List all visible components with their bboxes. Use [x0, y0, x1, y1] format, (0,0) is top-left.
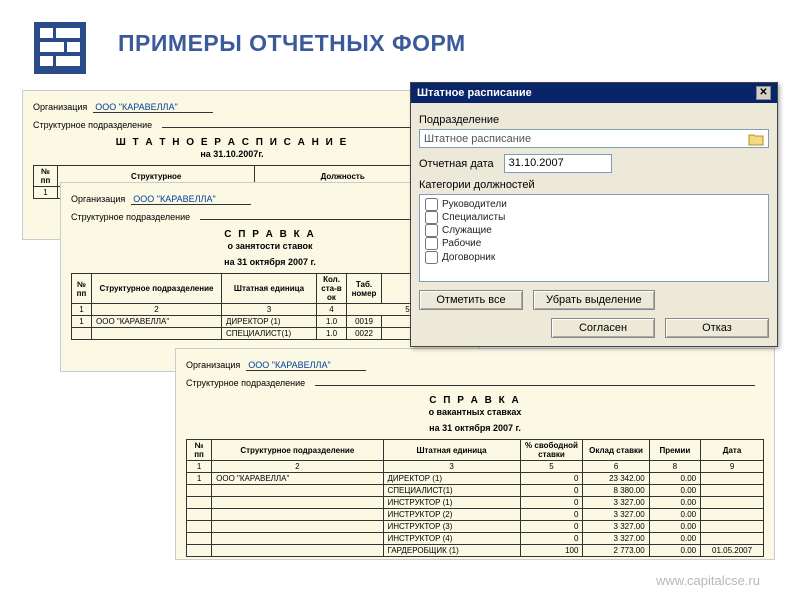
ok-button[interactable]: Согласен [551, 318, 655, 338]
category-item[interactable]: Руководители [425, 198, 763, 211]
table-row: ИНСТРУКТОР (2)03 327.000.00 [187, 509, 764, 521]
doc3-table: № ппСтруктурное подразделениеШтатная еди… [186, 439, 764, 557]
categories-list[interactable]: РуководителиСпециалистыСлужащиеРабочиеДо… [419, 194, 769, 282]
categories-label: Категории должностей [419, 179, 769, 191]
dept-label: Структурное подразделение [33, 120, 152, 130]
category-checkbox[interactable] [425, 211, 438, 224]
category-item[interactable]: Специалисты [425, 211, 763, 224]
category-item[interactable]: Рабочие [425, 237, 763, 250]
report-vacancies: ОрганизацияООО "КАРАВЕЛЛА" Структурное п… [175, 348, 775, 560]
brand-logo [34, 22, 86, 74]
select-all-button[interactable]: Отметить все [419, 290, 523, 310]
dept-field-label: Подразделение [419, 114, 769, 126]
table-row: ИНСТРУКТОР (4)03 327.000.00 [187, 533, 764, 545]
table-row: СПЕЦИАЛИСТ(1)1.00022ВЕС [72, 328, 469, 340]
category-checkbox[interactable] [425, 251, 438, 264]
cancel-button[interactable]: Отказ [665, 318, 769, 338]
org-value: ООО "КАРАВЕЛЛА" [93, 102, 213, 113]
category-checkbox[interactable] [425, 198, 438, 211]
date-field[interactable]: 31.10.2007 [504, 154, 612, 173]
category-item[interactable]: Договорник [425, 251, 763, 264]
dialog-title-text: Штатное расписание [417, 87, 532, 99]
deselect-button[interactable]: Убрать выделение [533, 290, 655, 310]
table-row: 1ООО "КАРАВЕЛЛА"ДИРЕКТОР (1)1.00019БЕЛЯ [72, 316, 469, 328]
category-checkbox[interactable] [425, 224, 438, 237]
page-title: ПРИМЕРЫ ОТЧЕТНЫХ ФОРМ [118, 30, 466, 57]
category-item[interactable]: Служащие [425, 224, 763, 237]
dept-field[interactable]: Штатное расписание [419, 129, 769, 148]
close-icon[interactable]: ✕ [756, 86, 771, 100]
table-row: СПЕЦИАЛИСТ(1)08 380.000.00 [187, 485, 764, 497]
table-row: 1ООО "КАРАВЕЛЛА"ДИРЕКТОР (1)023 342.000.… [187, 473, 764, 485]
dialog-titlebar[interactable]: Штатное расписание ✕ [411, 83, 777, 103]
dept-field-value: Штатное расписание [424, 133, 531, 145]
footer-url: www.capitalcse.ru [656, 573, 760, 588]
folder-icon[interactable] [748, 132, 764, 146]
table-row: ИНСТРУКТОР (3)03 327.000.00 [187, 521, 764, 533]
org-label: Организация [33, 102, 87, 112]
dept-blank [162, 118, 422, 128]
dialog-staff-schedule: Штатное расписание ✕ Подразделение Штатн… [410, 82, 778, 347]
date-field-label: Отчетная дата [419, 158, 494, 170]
category-checkbox[interactable] [425, 237, 438, 250]
doc1-sub: на 31.10.2007г. [33, 149, 431, 159]
table-row: ИНСТРУКТОР (1)03 327.000.00 [187, 497, 764, 509]
doc1-title: Ш Т А Т Н О Е Р А С П И С А Н И Е [33, 137, 431, 148]
table-row: ГАРДЕРОБЩИК (1)1002 773.000.0001.05.2007 [187, 545, 764, 557]
